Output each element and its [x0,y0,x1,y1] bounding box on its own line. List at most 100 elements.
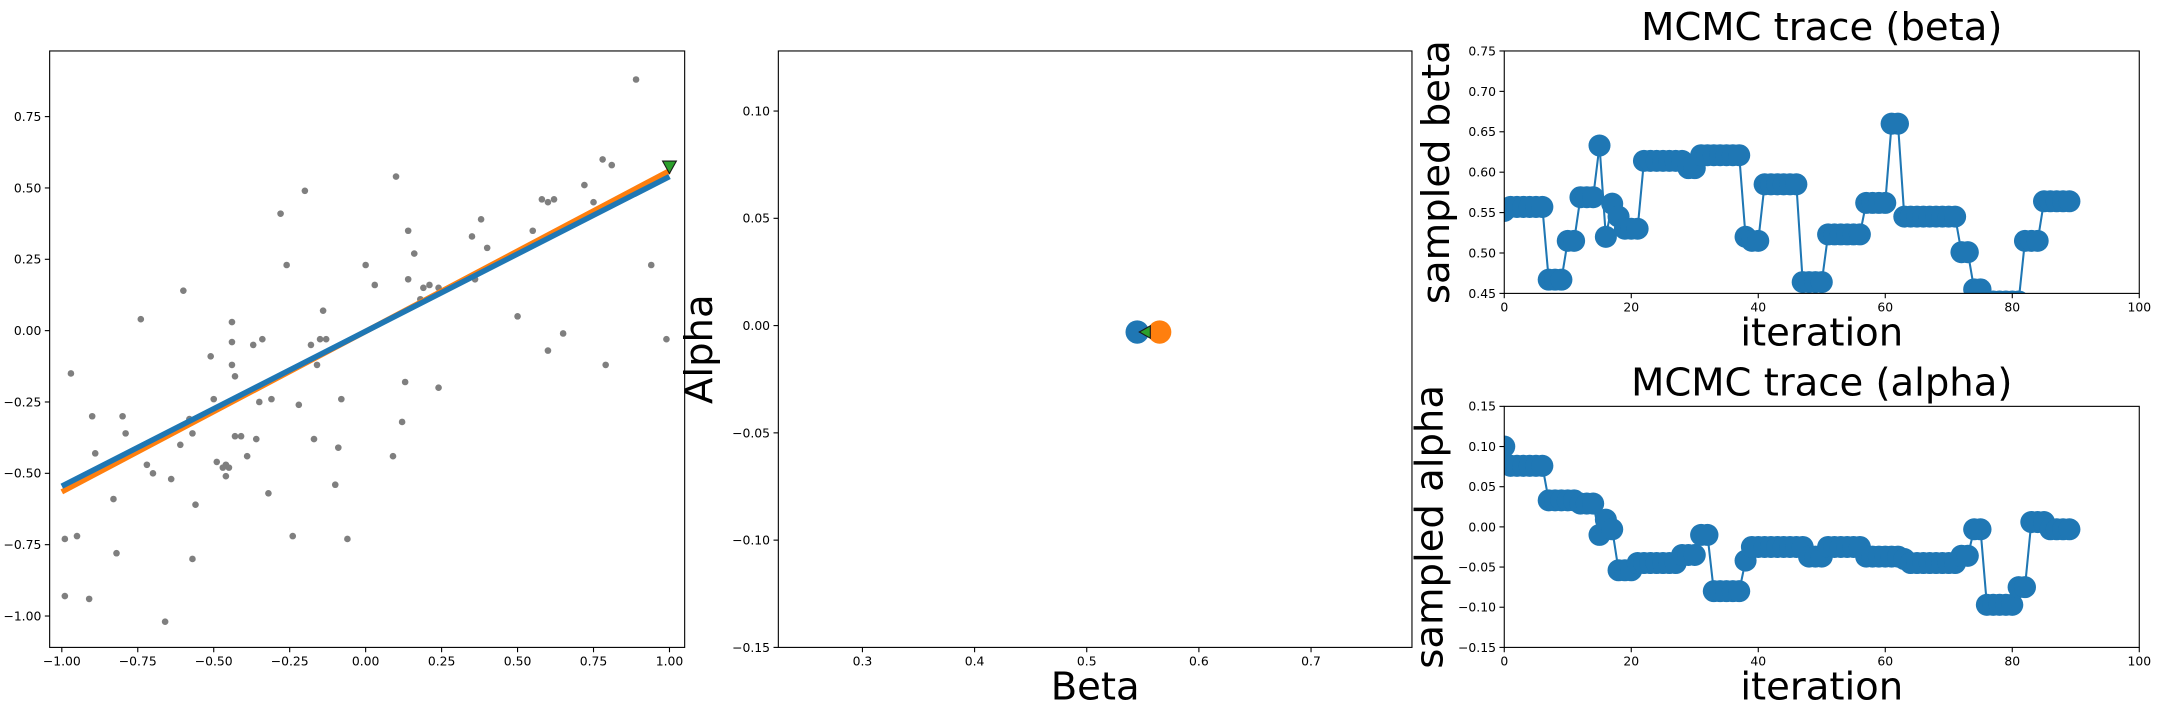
data-point [632,76,640,83]
y-tick-label: −1.00 [3,608,41,623]
data-point [180,287,187,294]
y-tick-label: 0.75 [1468,43,1496,58]
data-point [316,335,324,343]
y-tick-label: −0.15 [1458,640,1496,655]
y-tick-label: 0.05 [1468,479,1496,494]
data-point [222,472,230,480]
plot-area [1504,112,2081,294]
data-point [149,470,157,477]
x-tick-label: 60 [1877,299,1893,314]
data-point [334,444,342,451]
data-point [137,315,145,323]
trace-point [1810,271,1833,294]
chart-panel: 0 20 40 60 80 100 0.45 0.50 0.55 0.60 0.65 0.70 0.75… [1414,5,2151,356]
data-point [608,161,616,169]
chart-title: MCMC trace (alpha) [1631,360,2012,405]
data-point [228,338,236,346]
x-tick-label: 0.75 [580,653,608,668]
data-point [213,458,221,466]
x-tick-label: 100 [2127,653,2151,668]
x-tick-label: 20 [1623,299,1639,314]
data-point [559,330,567,337]
data-point [663,335,670,343]
x-tick-label: 0.6 [1189,653,1209,668]
y-axis-label: Alpha [677,294,722,404]
chart-panel: 0 20 40 60 80 100 −0.15 −0.10 −0.05 0.00 0.05 0.10 0… [1407,360,2151,709]
trace-point [1582,186,1605,209]
data-point [283,261,290,269]
trace-point [1550,268,1573,291]
data-point [176,441,184,449]
data-point [252,435,260,443]
x-tick-label: 80 [2004,299,2020,314]
y-tick-label: 0.55 [1468,205,1496,220]
trace-point [1626,217,1649,240]
data-point [420,284,427,292]
y-axis-label: sampled alpha [1407,385,1452,669]
trace-point [1944,205,1967,228]
y-tick-label: 0.00 [1468,519,1496,534]
data-point [483,244,491,252]
x-tick-label: 60 [1877,653,1893,668]
y-tick-label: 0.10 [1468,439,1496,454]
y-axis-label: sampled beta [1414,40,1459,304]
data-point [231,432,239,440]
y-tick-label: 0.15 [1468,399,1496,414]
data-point [243,452,251,460]
trace-point [2013,576,2036,599]
data-point [249,341,257,349]
trace-point [2011,290,2027,294]
trace-point [1594,225,1617,248]
data-point [468,233,476,240]
trace-point [1848,223,1871,246]
data-point [401,378,409,386]
data-point [237,432,245,440]
data-point [602,361,609,369]
x-tick-label: −0.75 [119,653,157,668]
y-tick-label: 0.05 [743,211,771,226]
trace-point [2058,190,2081,213]
trace-point [1601,518,1624,541]
trace-point [1582,492,1605,515]
data-point [599,156,606,163]
data-point [295,401,303,409]
x-tick-label: 0 [1500,299,1508,314]
y-tick-label: 0.50 [1468,245,1496,260]
data-point [344,535,351,543]
y-tick-label: −0.05 [1458,559,1496,574]
trace-point [2001,593,2024,616]
data-point [113,549,120,557]
plot-area [1504,435,2081,616]
chart-panel: −1.00 −0.75 −0.50 −0.25 0.00 0.25 0.50 0.75 1.00… [3,50,686,668]
data-point [207,353,214,360]
axes-frame [1503,50,2140,294]
trace-point [2058,518,2081,541]
data-point [61,535,69,543]
trace-point [1588,134,1611,157]
y-tick-label: 0.75 [14,109,42,124]
x-tick-label: 0.50 [504,653,532,668]
trace-point [1956,544,1979,567]
plot-area [1125,320,1172,344]
plot-area [60,76,678,626]
x-axis-label: iteration [1740,665,1903,710]
chart-title: MCMC trace (beta) [1641,5,2002,50]
data-point [544,198,552,206]
data-point [529,227,537,235]
trace-point [1696,523,1719,546]
y-tick-label: 0.00 [743,318,771,333]
x-tick-label: 0.25 [428,653,456,668]
x-tick-label: 40 [1750,653,1766,668]
data-point [161,618,169,626]
data-point [514,313,521,320]
data-point [647,261,655,269]
trace-point [2026,229,2049,252]
data-point [338,395,345,403]
data-point [277,210,284,217]
data-point [581,181,588,189]
data-point [119,412,126,420]
x-tick-label: 0 [1500,653,1508,668]
trace-point [1728,580,1751,603]
trace-point [1785,173,1808,196]
x-tick-label: 0.00 [352,653,380,668]
